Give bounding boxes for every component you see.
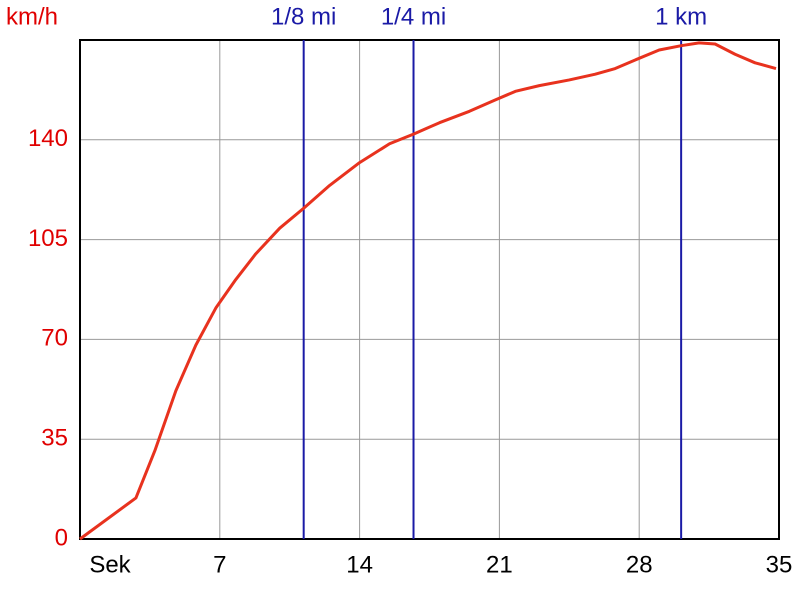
x-tick-label: 35 [766, 551, 793, 578]
y-tick-label: 0 [55, 524, 68, 551]
x-tick-label: 7 [213, 551, 226, 578]
y-tick-label: 35 [41, 425, 68, 452]
x-tick-label: 21 [486, 551, 513, 578]
plot-frame [79, 39, 780, 540]
y-tick-label: 70 [41, 325, 68, 352]
speed-line [79, 41, 777, 541]
y-tick-label: 140 [28, 125, 68, 152]
x-tick-label: Sek [89, 551, 131, 578]
distance-marker-label: 1 km [655, 3, 707, 30]
y-axis-label: km/h [6, 3, 58, 30]
x-tick-label: 14 [346, 551, 373, 578]
distance-marker-label: 1/8 mi [271, 3, 336, 30]
y-tick-label: 105 [28, 225, 68, 252]
distance-marker-label: 1/4 mi [381, 3, 446, 30]
x-tick-label: 28 [626, 551, 653, 578]
